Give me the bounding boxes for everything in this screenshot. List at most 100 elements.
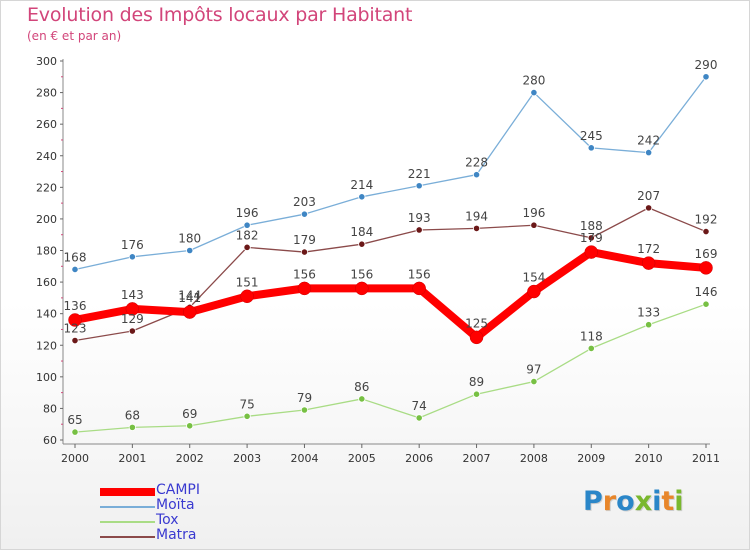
legend-swatch [100, 506, 155, 508]
data-point-tox [300, 406, 309, 414]
data-point-campi [699, 261, 713, 275]
data-label-mo-ta: 176 [121, 238, 144, 252]
y-tick-label: 140 [36, 308, 57, 321]
x-tick-label: 2000 [61, 452, 89, 465]
y-tick-label: 260 [36, 118, 57, 131]
x-tick-label: 2007 [463, 452, 491, 465]
data-label-matra: 129 [121, 312, 144, 326]
data-label-tox: 68 [125, 408, 140, 422]
data-point-tox [702, 300, 710, 308]
data-label-campi: 172 [637, 242, 660, 256]
logo-letter: o [616, 486, 635, 517]
data-label-campi: 179 [580, 231, 603, 245]
legend-label: Moïta [156, 497, 195, 513]
data-point-campi [355, 281, 369, 296]
data-point-mo-ta [300, 210, 309, 218]
series-line-matra [74, 207, 707, 342]
data-label-matra: 207 [637, 189, 660, 203]
y-tick-label: 200 [36, 213, 57, 226]
axes: 60 80 100 120 140 160 180 200 220 240 260 280 300 200… [36, 55, 720, 465]
y-tick-label: 120 [36, 339, 57, 352]
data-point-campi [125, 302, 140, 316]
y-tick-label: 280 [36, 87, 57, 100]
data-label-mo-ta: 245 [580, 129, 603, 143]
legend-swatch [100, 536, 155, 538]
legend-label: CAMPI [156, 482, 201, 498]
series-line-mo-ta [74, 76, 707, 271]
data-point-campi [297, 281, 312, 296]
data-label-campi: 143 [121, 288, 144, 302]
y-tick-label: 300 [36, 55, 57, 68]
data-label-matra: 144 [178, 288, 201, 302]
x-tick-label: 2005 [348, 452, 376, 465]
y-tick-label: 240 [36, 150, 57, 163]
data-point-tox [472, 390, 481, 398]
data-label-tox: 89 [469, 375, 484, 389]
series-line-tox [74, 303, 707, 433]
data-label-tox: 86 [354, 380, 369, 394]
legend-swatch [100, 488, 155, 496]
data-point-matra [415, 226, 423, 234]
y-tick-label: 60 [43, 434, 57, 447]
data-label-tox: 79 [297, 391, 312, 405]
data-label-campi: 156 [293, 267, 316, 281]
data-label-campi: 151 [236, 275, 259, 289]
data-point-mo-ta [186, 246, 194, 255]
data-label-tox: 118 [580, 329, 603, 343]
x-tick-label: 2002 [176, 452, 204, 465]
data-point-matra [645, 204, 653, 212]
data-label-mo-ta: 203 [293, 195, 316, 209]
series-layer [68, 73, 713, 436]
y-tick-label: 180 [36, 245, 57, 258]
data-label-mo-ta: 196 [236, 206, 259, 220]
data-point-mo-ta [71, 265, 79, 274]
data-label-matra: 188 [580, 219, 603, 233]
data-point-mo-ta [472, 171, 481, 179]
proxiti-logo: Proxiti [583, 486, 684, 517]
x-tick-label: 2008 [520, 452, 548, 465]
y-tick-label: 100 [36, 371, 57, 384]
data-point-mo-ta [645, 148, 653, 157]
data-label-campi: 125 [465, 316, 488, 330]
data-label-mo-ta: 280 [522, 74, 545, 88]
legend-label: Tox [156, 512, 179, 528]
data-label-matra: 194 [465, 209, 488, 223]
data-point-matra [128, 327, 136, 335]
data-label-matra: 179 [293, 233, 316, 247]
data-label-matra: 182 [236, 228, 259, 242]
data-label-matra: 123 [64, 322, 87, 336]
data-point-mo-ta [587, 144, 595, 152]
data-point-campi [641, 256, 656, 270]
data-point-tox [358, 395, 366, 403]
series-line-campi [71, 248, 710, 342]
y-tick-label: 80 [43, 402, 57, 415]
data-label-mo-ta: 228 [465, 156, 488, 170]
data-label-campi: 156 [350, 267, 373, 281]
chart-title: Evolution des Impôts locaux par Habitant [27, 4, 413, 26]
data-label-matra: 184 [350, 225, 373, 239]
data-point-matra [71, 336, 79, 345]
data-label-mo-ta: 168 [64, 250, 87, 264]
x-tick-label: 2009 [577, 452, 605, 465]
x-tick-label: 2011 [692, 452, 720, 465]
data-point-tox [645, 321, 653, 329]
data-point-campi [527, 284, 541, 299]
data-point-tox [415, 414, 423, 422]
data-point-mo-ta [128, 253, 136, 261]
y-tick-label: 160 [36, 276, 57, 289]
data-point-matra [300, 248, 309, 256]
data-point-mo-ta [243, 221, 251, 229]
data-point-tox [530, 377, 538, 386]
data-labels: 136 143 141 151 156 156 156 125 154 179 172 169 168 1… [64, 58, 718, 427]
data-label-tox: 133 [637, 306, 660, 320]
data-label-campi: 169 [695, 247, 718, 261]
data-label-matra: 193 [408, 211, 431, 225]
data-point-tox [587, 344, 595, 353]
data-label-campi: 154 [522, 271, 545, 285]
data-label-tox: 65 [67, 413, 82, 427]
data-label-mo-ta: 242 [637, 134, 660, 148]
data-point-mo-ta [415, 182, 423, 190]
data-label-mo-ta: 180 [178, 232, 201, 246]
